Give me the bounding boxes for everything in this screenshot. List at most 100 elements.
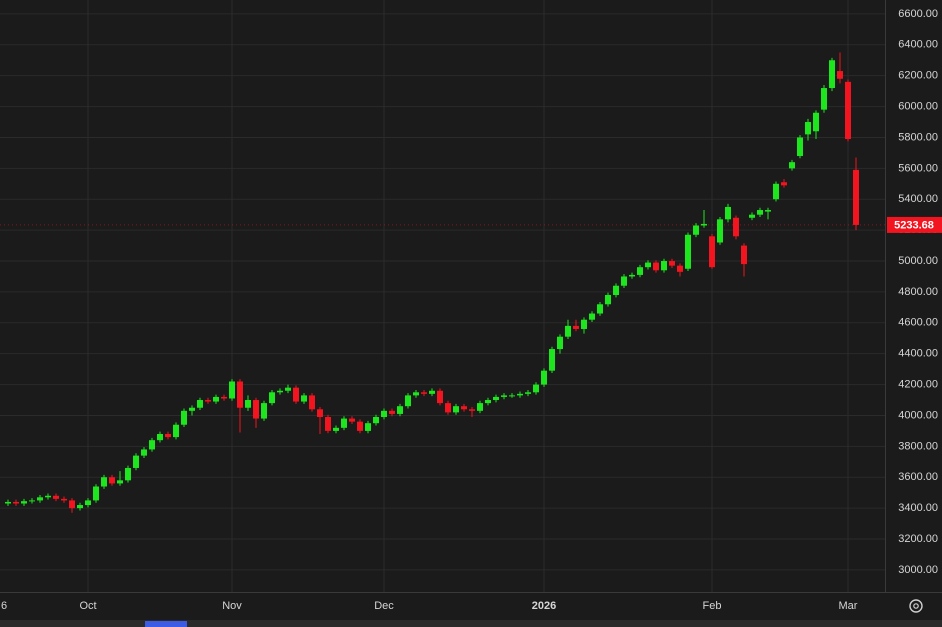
candle-body bbox=[509, 395, 515, 397]
last-price-label: 5233.68 bbox=[894, 219, 934, 231]
candle-body bbox=[517, 393, 523, 396]
candle-body bbox=[45, 495, 51, 498]
candle-body bbox=[213, 396, 219, 402]
x-tick-label: Mar bbox=[839, 600, 858, 612]
candle-body bbox=[653, 262, 659, 271]
candle-body bbox=[629, 274, 635, 277]
candle-body bbox=[749, 214, 755, 218]
candle-body bbox=[813, 112, 819, 132]
y-tick-label: 6600.00 bbox=[898, 8, 938, 20]
candle-body bbox=[277, 390, 283, 393]
x-tick-label: Nov bbox=[222, 600, 242, 612]
candle-body bbox=[29, 500, 35, 502]
candle-body bbox=[541, 370, 547, 385]
candle-body bbox=[269, 392, 275, 404]
candle-body bbox=[621, 276, 627, 286]
candle-body bbox=[741, 245, 747, 265]
y-tick-label: 6400.00 bbox=[898, 39, 938, 51]
candle-body bbox=[829, 60, 835, 89]
y-tick-label: 5800.00 bbox=[898, 131, 938, 143]
candle-body bbox=[757, 210, 763, 215]
candle-body bbox=[189, 407, 195, 411]
candle-body bbox=[477, 403, 483, 411]
candle-body bbox=[301, 395, 307, 402]
y-tick-label: 3600.00 bbox=[898, 471, 938, 483]
candle-body bbox=[797, 137, 803, 156]
candle-body bbox=[229, 381, 235, 399]
candle-body bbox=[349, 418, 355, 422]
candle-body bbox=[133, 455, 139, 468]
candle-body bbox=[453, 406, 459, 413]
candle-body bbox=[109, 477, 115, 484]
candle-body bbox=[573, 325, 579, 329]
candle-body bbox=[733, 217, 739, 237]
candle-body bbox=[685, 234, 691, 269]
x-tick-label: Feb bbox=[703, 600, 722, 612]
y-tick-label: 6000.00 bbox=[898, 100, 938, 112]
candle-body bbox=[501, 395, 507, 397]
candle-body bbox=[581, 319, 587, 329]
candle-body bbox=[285, 387, 291, 391]
candle-body bbox=[469, 409, 475, 411]
candle-body bbox=[421, 392, 427, 394]
candle-body bbox=[837, 71, 843, 79]
y-tick-label: 5400.00 bbox=[898, 193, 938, 205]
range-tab[interactable] bbox=[145, 621, 187, 627]
candle-body bbox=[293, 387, 299, 402]
candle-body bbox=[669, 261, 675, 266]
x-tick-label: 2026 bbox=[532, 600, 556, 612]
candle-body bbox=[125, 467, 131, 481]
candle-body bbox=[525, 392, 531, 394]
candle-body bbox=[677, 265, 683, 272]
candle-body bbox=[717, 219, 723, 243]
candle-body bbox=[765, 210, 771, 212]
y-tick-label: 4600.00 bbox=[898, 317, 938, 329]
candle-body bbox=[413, 392, 419, 396]
candle-body bbox=[149, 440, 155, 450]
candle-body bbox=[853, 169, 859, 225]
candle-body bbox=[197, 400, 203, 408]
candle-body bbox=[693, 225, 699, 235]
candle-body bbox=[725, 206, 731, 220]
candle-body bbox=[597, 304, 603, 314]
candle-body bbox=[549, 349, 555, 371]
candle-body bbox=[165, 433, 171, 438]
candle-body bbox=[341, 418, 347, 428]
candle-body bbox=[781, 182, 787, 186]
candle-body bbox=[493, 396, 499, 401]
x-tick-label: Dec bbox=[374, 600, 394, 612]
candle-body bbox=[661, 261, 667, 271]
candle-body bbox=[485, 400, 491, 404]
y-tick-label: 4000.00 bbox=[898, 409, 938, 421]
candle-body bbox=[5, 501, 11, 504]
candle-body bbox=[589, 313, 595, 320]
candle-body bbox=[565, 325, 571, 337]
candle-body bbox=[533, 384, 539, 393]
candle-body bbox=[237, 381, 243, 408]
candle-body bbox=[389, 410, 395, 414]
settings-icon[interactable] bbox=[909, 599, 923, 613]
candle-body bbox=[613, 285, 619, 295]
candle-body bbox=[37, 497, 43, 501]
candle-body bbox=[309, 395, 315, 410]
candle-body bbox=[157, 433, 163, 441]
candle-body bbox=[317, 409, 323, 418]
candle-body bbox=[637, 267, 643, 275]
candle-body bbox=[437, 390, 443, 404]
candle-body bbox=[645, 262, 651, 268]
candle-body bbox=[381, 410, 387, 418]
candle-body bbox=[373, 417, 379, 424]
candle-body bbox=[429, 390, 435, 394]
y-tick-label: 3000.00 bbox=[898, 564, 938, 576]
candle-body bbox=[605, 294, 611, 305]
candle-body bbox=[709, 236, 715, 268]
y-tick-label: 4400.00 bbox=[898, 348, 938, 360]
candle-body bbox=[13, 501, 19, 504]
candle-body bbox=[773, 183, 779, 200]
candle-body bbox=[69, 500, 75, 509]
y-tick-label: 4800.00 bbox=[898, 286, 938, 298]
candle-body bbox=[445, 403, 451, 413]
candle-body bbox=[61, 498, 67, 501]
candle-body bbox=[333, 427, 339, 431]
